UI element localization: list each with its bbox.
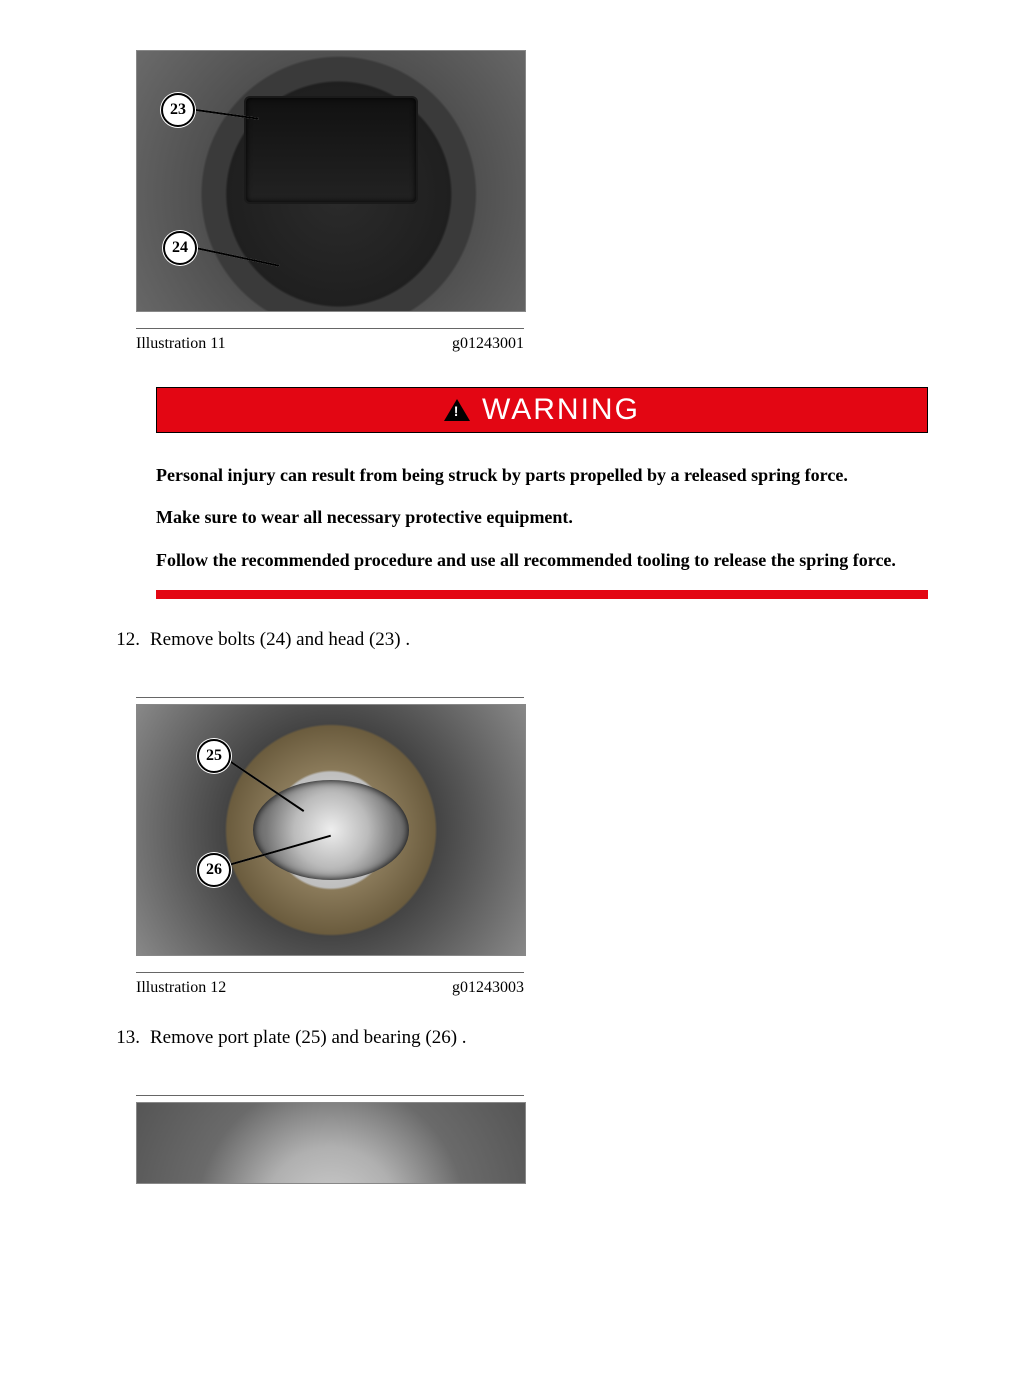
step-text: Remove port plate (25) and bearing (26) …: [150, 1027, 467, 1049]
figure-12-caption: Illustration 12 g01243003: [136, 979, 524, 997]
step-number: 12.: [96, 629, 150, 651]
warning-paragraph: Follow the recommended procedure and use…: [156, 548, 928, 572]
figure-13: [136, 1095, 928, 1184]
step-13: 13. Remove port plate (25) and bearing (…: [96, 1027, 928, 1049]
figure-13-photo: [136, 1102, 526, 1184]
figure-rule: [136, 1095, 524, 1096]
port-plate-photo: [137, 705, 525, 955]
figure-rule: [136, 972, 524, 973]
figure-11: 23 24 Illustration 11 g01243001: [136, 50, 928, 353]
warning-body: Personal injury can result from being st…: [156, 463, 928, 572]
partial-photo: [137, 1103, 525, 1183]
callout-25: 25: [197, 739, 231, 773]
step-number: 13.: [96, 1027, 150, 1049]
callout-23: 23: [161, 93, 195, 127]
warning-end-bar: [156, 590, 928, 599]
warning-paragraph: Make sure to wear all necessary protecti…: [156, 505, 928, 529]
step-12: 12. Remove bolts (24) and head (23) .: [96, 629, 928, 651]
step-text: Remove bolts (24) and head (23) .: [150, 629, 410, 651]
figure-label: Illustration 11: [136, 335, 226, 353]
figure-code: g01243003: [452, 979, 524, 997]
figure-rule: [136, 328, 524, 329]
figure-11-caption: Illustration 11 g01243001: [136, 335, 524, 353]
figure-12: 25 26 Illustration 12 g01243003: [136, 697, 928, 997]
figure-12-photo: 25 26: [136, 704, 526, 956]
figure-code: g01243001: [452, 335, 524, 353]
figure-label: Illustration 12: [136, 979, 226, 997]
warning-banner: WARNING: [156, 387, 928, 433]
warning-triangle-icon: [444, 399, 470, 421]
warning-paragraph: Personal injury can result from being st…: [156, 463, 928, 487]
callout-26: 26: [197, 853, 231, 887]
figure-11-photo: 23 24: [136, 50, 526, 312]
page: 23 24 Illustration 11 g01243001 WARNING …: [0, 0, 1024, 1400]
warning-header-text: WARNING: [482, 393, 640, 427]
mechanical-assembly-photo: [137, 51, 525, 311]
figure-rule: [136, 697, 524, 698]
callout-24: 24: [163, 231, 197, 265]
warning-block: WARNING Personal injury can result from …: [156, 387, 928, 599]
